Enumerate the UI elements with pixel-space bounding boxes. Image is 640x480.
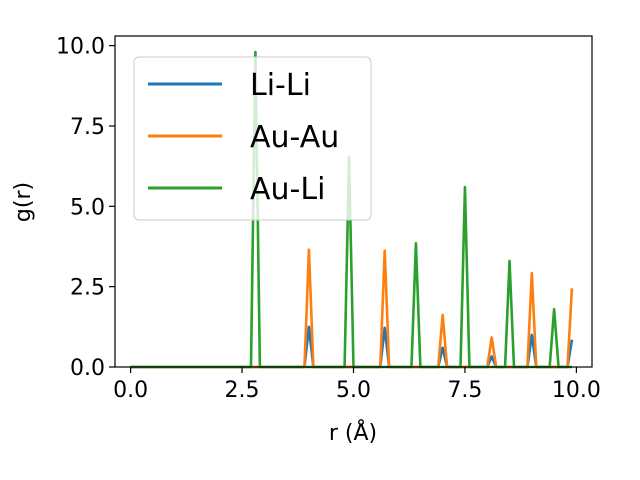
y-tick-label: 0.0 [70, 356, 105, 381]
y-axis-label: g(r) [11, 182, 36, 222]
x-axis-ticks: 0.0 2.5 5.0 7.5 10.0 [113, 367, 601, 403]
x-axis-label: r (Å) [329, 419, 377, 446]
x-tick-label: 0.0 [113, 378, 148, 403]
legend: Li-Li Au-Au Au-Li [133, 56, 372, 221]
x-tick-label: 7.5 [447, 378, 482, 403]
y-axis-ticks: 0.0 2.5 5.0 7.5 10.0 [56, 35, 115, 381]
legend-label: Au-Li [250, 172, 325, 207]
series-line-au-au [130, 248, 574, 369]
y-tick-label: 7.5 [70, 115, 105, 140]
legend-label: Au-Au [250, 120, 339, 155]
y-tick-label: 5.0 [70, 195, 105, 220]
x-tick-label: 10.0 [552, 378, 601, 403]
x-tick-label: 5.0 [336, 378, 371, 403]
y-tick-label: 10.0 [56, 35, 105, 60]
x-tick-label: 2.5 [225, 378, 260, 403]
y-tick-label: 2.5 [70, 276, 105, 301]
legend-label: Li-Li [250, 68, 311, 103]
legend-box [133, 56, 372, 221]
